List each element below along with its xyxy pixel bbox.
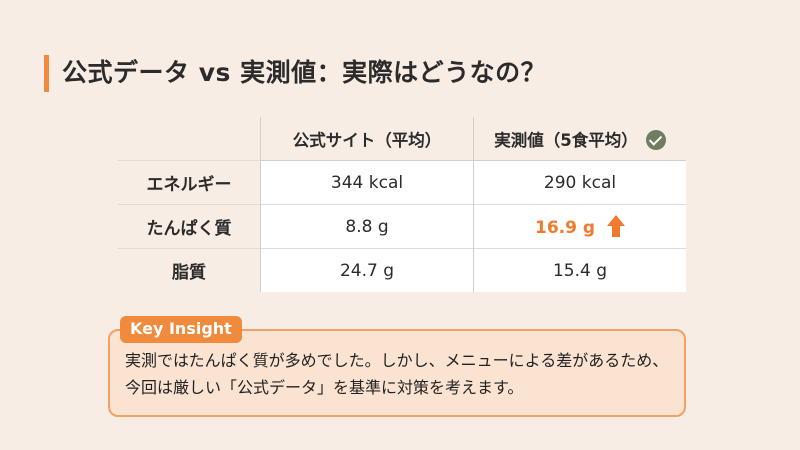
header-measured: 実測値（5食平均） [473,117,686,161]
header-empty-cell [118,117,261,161]
insight-tag: Key Insight [120,316,242,343]
row-label: 脂質 [118,248,261,292]
measured-value-highlight: 16.9 g [534,218,596,238]
measured-value: 15.4 g [473,248,686,292]
header-official: 公式サイト（平均） [260,117,474,161]
row-label: エネルギー [118,160,261,205]
header-official-label: 公式サイト（平均） [292,130,442,150]
table-header-row: 公式サイト（平均） 実測値（5食平均） [118,117,686,161]
measured-value-cell: 16.9 g [473,204,686,249]
official-value: 344 kcal [260,160,474,205]
table-row: エネルギー 344 kcal 290 kcal [118,160,686,205]
official-value: 8.8 g [260,204,474,249]
insight-box [108,329,686,417]
measured-value: 290 kcal [473,160,686,205]
comparison-table: 公式サイト（平均） 実測値（5食平均） エネルギー 344 kcal 290 k… [118,117,686,292]
arrow-up-icon [607,215,626,237]
page-title: 公式データ vs 実測値：実際はどうなの？ [62,58,547,87]
table-row: 脂質 24.7 g 15.4 g [118,248,686,292]
check-circle-icon [645,129,666,150]
official-value: 24.7 g [260,248,474,292]
title-accent-bar [44,55,49,92]
insight-text: 実測ではたんぱく質が多めでした。しかし、メニューによる差があるため、今回は厳しい… [125,351,669,397]
row-label: たんぱく質 [118,204,261,249]
header-measured-label: 実測値（5食平均） [494,130,638,150]
table-row: たんぱく質 8.8 g 16.9 g [118,204,686,249]
